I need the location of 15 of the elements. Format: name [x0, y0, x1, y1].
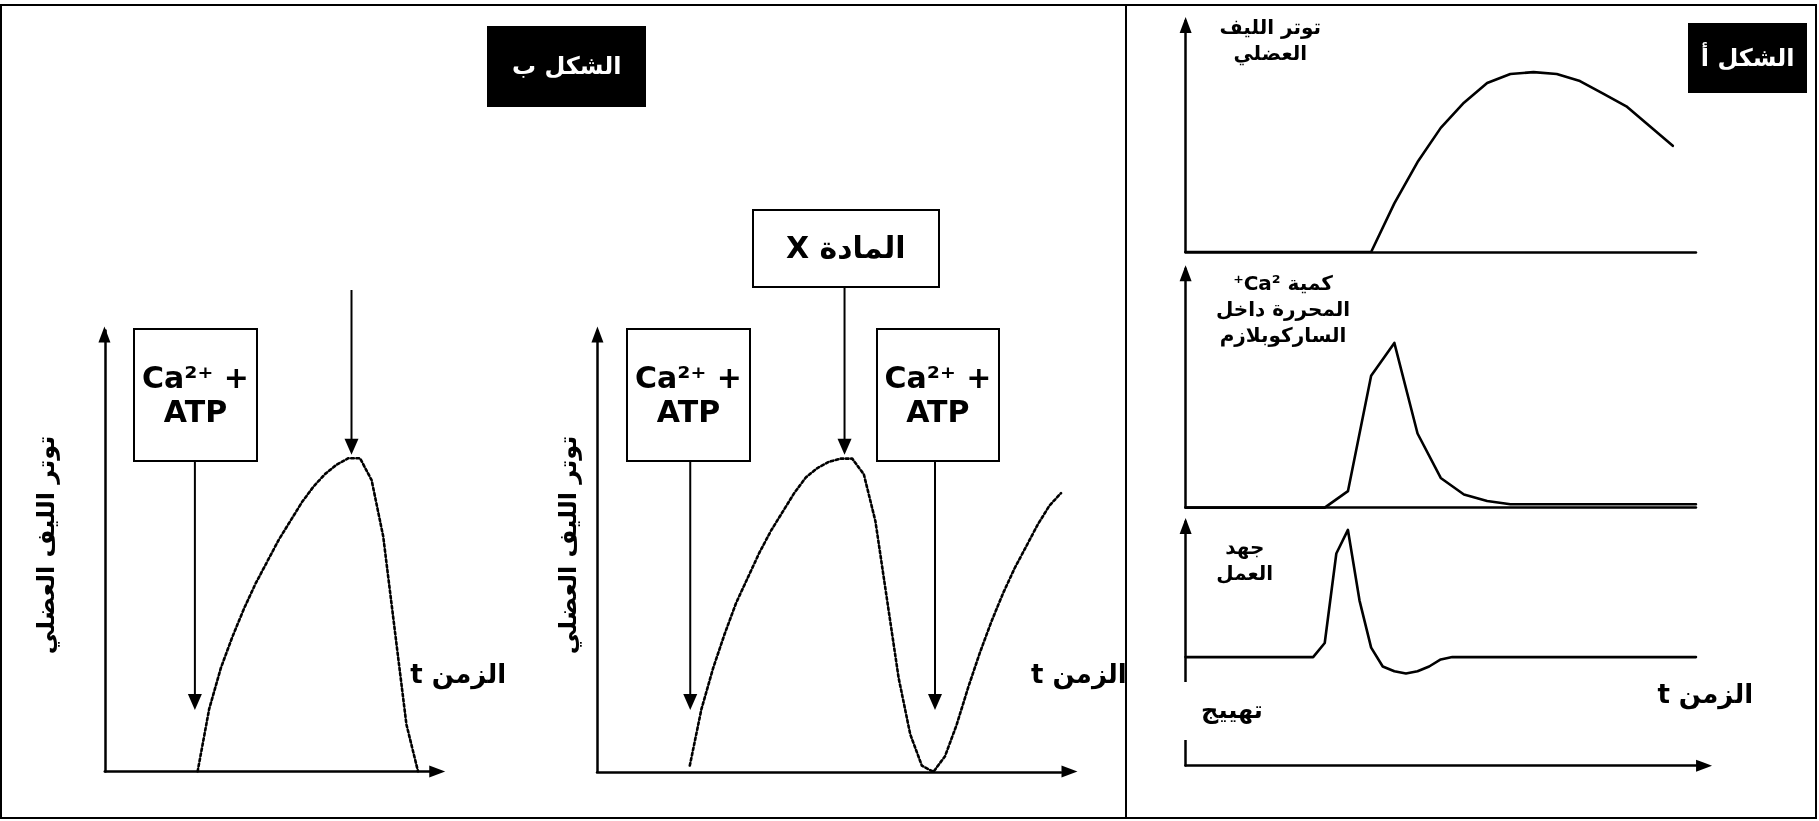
x-axis-title: الزمن t	[409, 658, 508, 689]
text: Ca²⁺ + ATP	[133, 328, 258, 462]
y-axis-title: كمية Ca²⁺ المحررة داخل الساركوبلازم	[1214, 270, 1352, 349]
y-axis-title: توتر الليف العضلي	[1218, 13, 1322, 66]
text: المادة X	[751, 208, 940, 288]
y-axis-title: جهد العمل	[1215, 533, 1275, 586]
text: Ca²⁺ + ATP	[875, 328, 1000, 462]
x-axis-title: الزمن t	[1029, 658, 1128, 689]
text: الشكل أ	[1687, 23, 1808, 93]
annotation: تهييج	[1173, 682, 1290, 741]
x-axis-title: الزمن t	[1656, 678, 1755, 709]
y-axis-title: توتر الليف العضلي	[32, 435, 61, 655]
y-axis-title: توتر الليف العضلي	[554, 435, 583, 655]
text: Ca²⁺ + ATP	[626, 328, 751, 462]
chart-title: الشكل ب	[487, 25, 647, 107]
